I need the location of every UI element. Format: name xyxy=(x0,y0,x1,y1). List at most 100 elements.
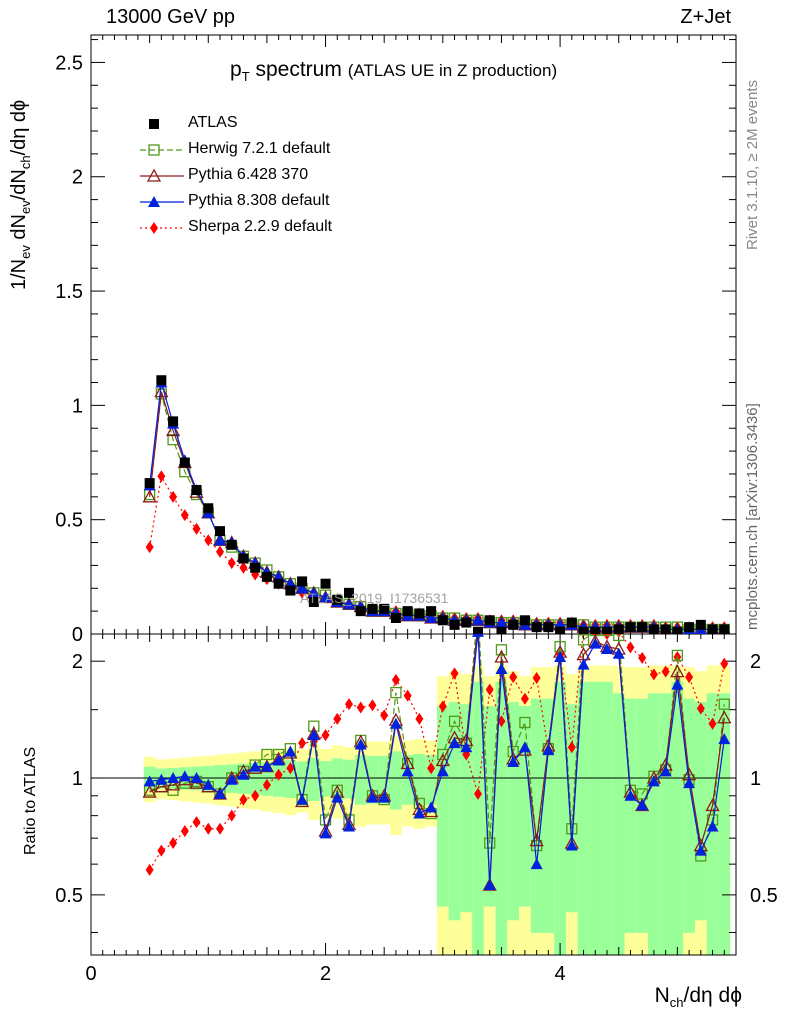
title-detail: (ATLAS UE in Z production) xyxy=(347,61,558,80)
ratio-point-sherpa-2-2-9-default xyxy=(708,717,717,730)
legend-label-atlas: ATLAS xyxy=(188,114,238,131)
data-point-atlas xyxy=(719,624,730,634)
ratio-point-sherpa-2-2-9-default xyxy=(685,671,694,684)
legend-marker-atlas xyxy=(149,119,159,129)
data-point-atlas xyxy=(602,626,612,634)
ratio-band-stat xyxy=(519,705,531,907)
ratio-band-stat xyxy=(530,698,543,933)
ratio-point-herwig-7-2-1-default xyxy=(484,837,496,849)
ratio-point-pythia-8-308-default xyxy=(378,791,391,803)
x-axis-label: Nch/dη dϕ xyxy=(655,984,742,1010)
y-tick-label-ratio: 1 xyxy=(72,768,83,790)
ratio-band-stat xyxy=(401,754,414,805)
ratio-point-pythia-6-428-370 xyxy=(494,649,509,663)
ratio-point-sherpa-2-2-9-default xyxy=(649,668,658,681)
y-tick-label-main: 2.5 xyxy=(55,52,83,74)
ratio-point-herwig-7-2-1-default xyxy=(613,634,625,642)
ratio-point-sherpa-2-2-9-default xyxy=(497,715,506,728)
ratio-point-pythia-8-308-default xyxy=(167,772,180,784)
ratio-band-stat xyxy=(378,755,391,804)
ratio-point-pythia-6-428-370 xyxy=(717,710,732,724)
ratio-plot-frame xyxy=(90,633,737,956)
ratio-point-herwig-7-2-1-default xyxy=(671,649,684,662)
legend-label-herwig: Herwig 7.2.1 default xyxy=(188,140,331,157)
ratio-point-sherpa-2-2-9-default xyxy=(509,671,518,684)
ratio-point-sherpa-2-2-9-default xyxy=(532,672,541,685)
ratio-point-sherpa-2-2-9-default xyxy=(391,673,400,686)
ratio-point-pythia-8-308-default xyxy=(260,760,273,772)
data-point-atlas xyxy=(613,624,624,634)
ratio-point-herwig-7-2-1-default xyxy=(601,634,613,637)
y-tick-label-ratio: 0.5 xyxy=(55,885,83,907)
data-point-sherpa-2-2-9-default xyxy=(192,522,201,535)
ratio-point-herwig-7-2-1-default xyxy=(718,698,730,710)
data-point-pythia-6-428-370 xyxy=(142,489,157,503)
ratio-point-sherpa-2-2-9-default xyxy=(403,689,412,702)
ratio-point-sherpa-2-2-9-default xyxy=(274,768,283,781)
data-point-atlas xyxy=(578,626,589,634)
ratio-point-pythia-8-308-default xyxy=(565,839,578,851)
legend-symbol xyxy=(148,144,160,156)
ratio-point-pythia-8-308-default xyxy=(718,733,731,745)
ylabel-part2: dN xyxy=(8,214,30,246)
ratio-point-herwig-7-2-1-default xyxy=(519,716,531,729)
ratio-band-stat xyxy=(483,705,496,907)
legend-symbol xyxy=(149,119,159,129)
legend-label-pythia8: Pythia 8.308 default xyxy=(188,192,330,209)
data-point-pythia-8-308-default xyxy=(343,598,355,610)
plot-title: pT spectrum (ATLAS UE in Z production) xyxy=(230,58,557,84)
ratio-point-sherpa-2-2-9-default xyxy=(192,816,201,829)
y-tick-label-ratio-right: 1 xyxy=(750,768,761,790)
ratio-point-sherpa-2-2-9-default xyxy=(145,863,154,876)
ratio-band-stat xyxy=(612,693,625,955)
data-point-atlas xyxy=(461,617,472,628)
title-main: p xyxy=(230,58,242,81)
ratio-point-pythia-8-308-default xyxy=(624,789,637,801)
ratio-point-sherpa-2-2-9-default xyxy=(638,651,647,664)
ylabel-part3: /dN xyxy=(8,169,30,201)
data-point-atlas xyxy=(379,603,390,614)
ratio-point-sherpa-2-2-9-default xyxy=(216,822,224,835)
ratio-point-sherpa-2-2-9-default xyxy=(720,657,729,670)
ratio-band-stat xyxy=(589,681,602,955)
y-tick-label-main: 0.5 xyxy=(55,510,83,532)
data-point-sherpa-2-2-9-default xyxy=(204,534,213,547)
ratio-point-pythia-6-428-370 xyxy=(154,779,169,793)
ratio-point-herwig-7-2-1-default xyxy=(390,686,402,699)
ratio-band-stat xyxy=(472,681,484,955)
ratio-point-sherpa-2-2-9-default xyxy=(438,700,447,713)
ratio-point-sherpa-2-2-9-default xyxy=(321,729,330,742)
data-point-sherpa-2-2-9-default xyxy=(169,490,178,503)
data-point-atlas xyxy=(191,484,202,495)
ratio-band-stat xyxy=(249,762,262,795)
ratio-band-stat xyxy=(307,757,320,801)
ratio-band-stat xyxy=(577,681,590,955)
data-point-atlas xyxy=(414,608,425,619)
legend-symbol xyxy=(148,196,160,207)
data-point-atlas xyxy=(684,622,695,633)
y-tick-label-ratio: 2 xyxy=(72,651,83,673)
ratio-point-pythia-8-308-default xyxy=(706,820,719,832)
analysis-watermark: ATLAS_2019_I1736531 xyxy=(300,590,449,606)
xlabel-sub: ch xyxy=(669,995,684,1011)
ratio-point-pythia-8-308-default xyxy=(554,651,567,663)
ratio-band-stat xyxy=(343,759,355,799)
ratio-point-pythia-8-308-default xyxy=(694,844,707,856)
ratio-point-sherpa-2-2-9-default xyxy=(298,737,307,750)
ratio-point-pythia-8-308-default xyxy=(296,793,309,805)
ratio-point-pythia-8-308-default xyxy=(589,637,602,649)
ratio-point-sherpa-2-2-9-default xyxy=(661,665,670,678)
ratio-point-pythia-8-308-default xyxy=(272,754,285,766)
ratio-band-stat xyxy=(261,761,273,796)
ratio-point-sherpa-2-2-9-default xyxy=(157,844,166,857)
legend-marker-pythia6 xyxy=(140,168,184,182)
data-point-atlas xyxy=(648,624,659,634)
data-point-atlas xyxy=(707,624,718,634)
legend-marker-sherpa xyxy=(140,222,184,234)
data-point-atlas xyxy=(531,622,542,633)
ratio-band-stat xyxy=(648,693,660,955)
main-series-group xyxy=(142,375,731,634)
ratio-band-stat xyxy=(636,698,649,933)
legend-marker-pythia8 xyxy=(140,196,184,207)
